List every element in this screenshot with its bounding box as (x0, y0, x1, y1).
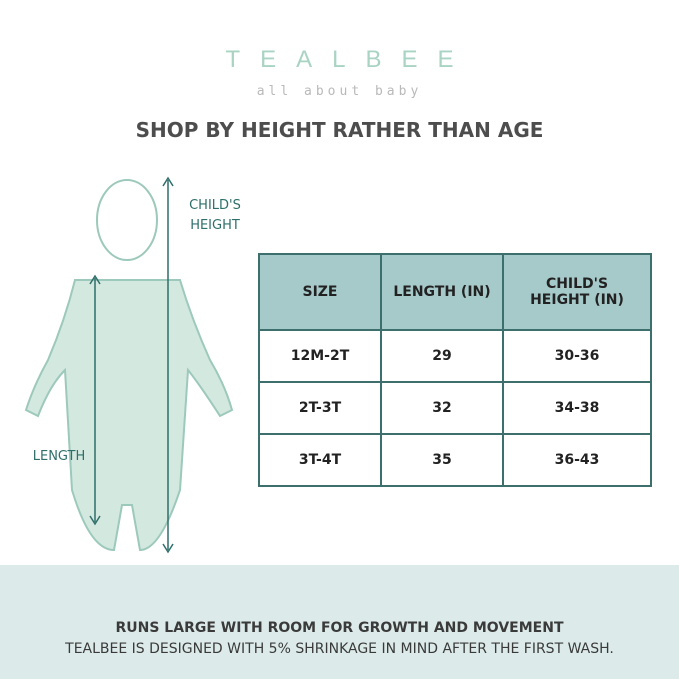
head (96, 179, 158, 261)
cell-size: 3T-4T (258, 433, 382, 487)
cell-height: 34-38 (502, 381, 652, 435)
table-row: 2T-3T 32 34-38 (258, 381, 652, 435)
cell-size: 2T-3T (258, 381, 382, 435)
height-label-line1: CHILD'S (189, 198, 241, 213)
header-length: LENGTH (IN) (380, 253, 504, 331)
header-height: CHILD'S HEIGHT (IN) (502, 253, 652, 331)
brand-logo: TEALBEE (225, 46, 474, 73)
cell-length: 32 (380, 381, 504, 435)
table-row: 12M-2T 29 30-36 (258, 329, 652, 383)
cell-length: 35 (380, 433, 504, 487)
footer-headline: RUNS LARGE WITH ROOM FOR GROWTH AND MOVE… (115, 620, 564, 636)
cell-size: 12M-2T (258, 329, 382, 383)
page-title: SHOP BY HEIGHT RATHER THAN AGE (135, 118, 544, 142)
cell-height: 36-43 (502, 433, 652, 487)
length-label: LENGTH (32, 449, 86, 464)
cell-height: 30-36 (502, 329, 652, 383)
size-chart-table: SIZE LENGTH (IN) CHILD'S HEIGHT (IN) 12M… (258, 253, 652, 487)
cell-length: 29 (380, 329, 504, 383)
footer-note: TEALBEE IS DESIGNED WITH 5% SHRINKAGE IN… (65, 641, 614, 657)
table-row: 3T-4T 35 36-43 (258, 433, 652, 487)
header-size: SIZE (258, 253, 382, 331)
table-header-row: SIZE LENGTH (IN) CHILD'S HEIGHT (IN) (258, 253, 652, 331)
child-figure-illustration (24, 176, 234, 554)
height-label-line2: HEIGHT (190, 218, 240, 233)
body-outline (24, 279, 234, 552)
footer-band (0, 565, 679, 679)
brand-tagline: all about baby (256, 84, 423, 99)
